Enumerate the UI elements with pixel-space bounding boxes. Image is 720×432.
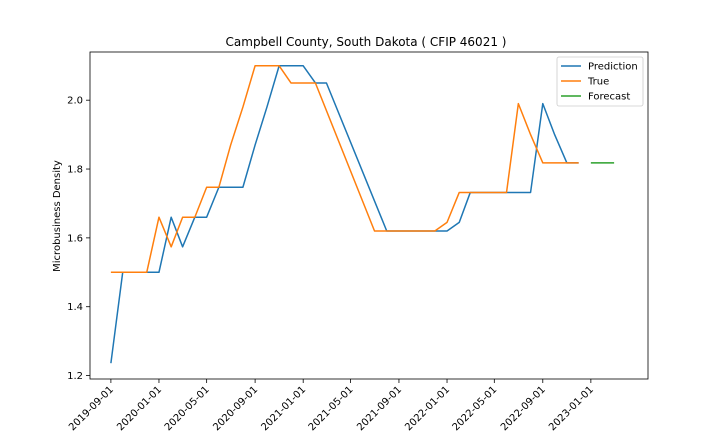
x-tick-label: 2021-01-01 <box>259 384 308 432</box>
x-tick-label: 2020-01-01 <box>115 384 164 432</box>
x-tick-label: 2021-09-01 <box>355 384 404 432</box>
y-tick-label: 1.6 <box>67 233 83 244</box>
chart-title: Campbell County, South Dakota ( CFIP 460… <box>226 35 507 49</box>
x-tick-label: 2019-09-01 <box>67 384 116 432</box>
legend-label-true: True <box>587 77 609 88</box>
series-line-prediction <box>110 65 579 364</box>
x-tick-label: 2022-09-01 <box>499 384 548 432</box>
y-tick-label: 1.2 <box>67 371 83 382</box>
series-line-true <box>110 65 579 274</box>
legend-label-forecast: Forecast <box>588 92 630 103</box>
y-tick-label: 1.4 <box>67 302 83 313</box>
legend-box <box>556 56 644 107</box>
x-tick-label: 2022-01-01 <box>403 384 452 432</box>
y-tick-label: 2.0 <box>67 96 83 107</box>
x-tick-label: 2020-09-01 <box>211 384 260 432</box>
x-tick-label: 2023-01-01 <box>547 384 596 432</box>
x-tick-label: 2021-05-01 <box>307 384 356 432</box>
legend: Prediction True Forecast <box>556 56 644 107</box>
plot-frame <box>89 51 649 380</box>
legend-label-prediction: Prediction <box>588 62 638 73</box>
x-tick-label: 2020-05-01 <box>163 384 212 432</box>
y-axis-label: Microbusiness Density <box>52 160 63 272</box>
y-tick-label: 1.8 <box>67 165 83 176</box>
x-tick-label: 2022-05-01 <box>451 384 500 432</box>
